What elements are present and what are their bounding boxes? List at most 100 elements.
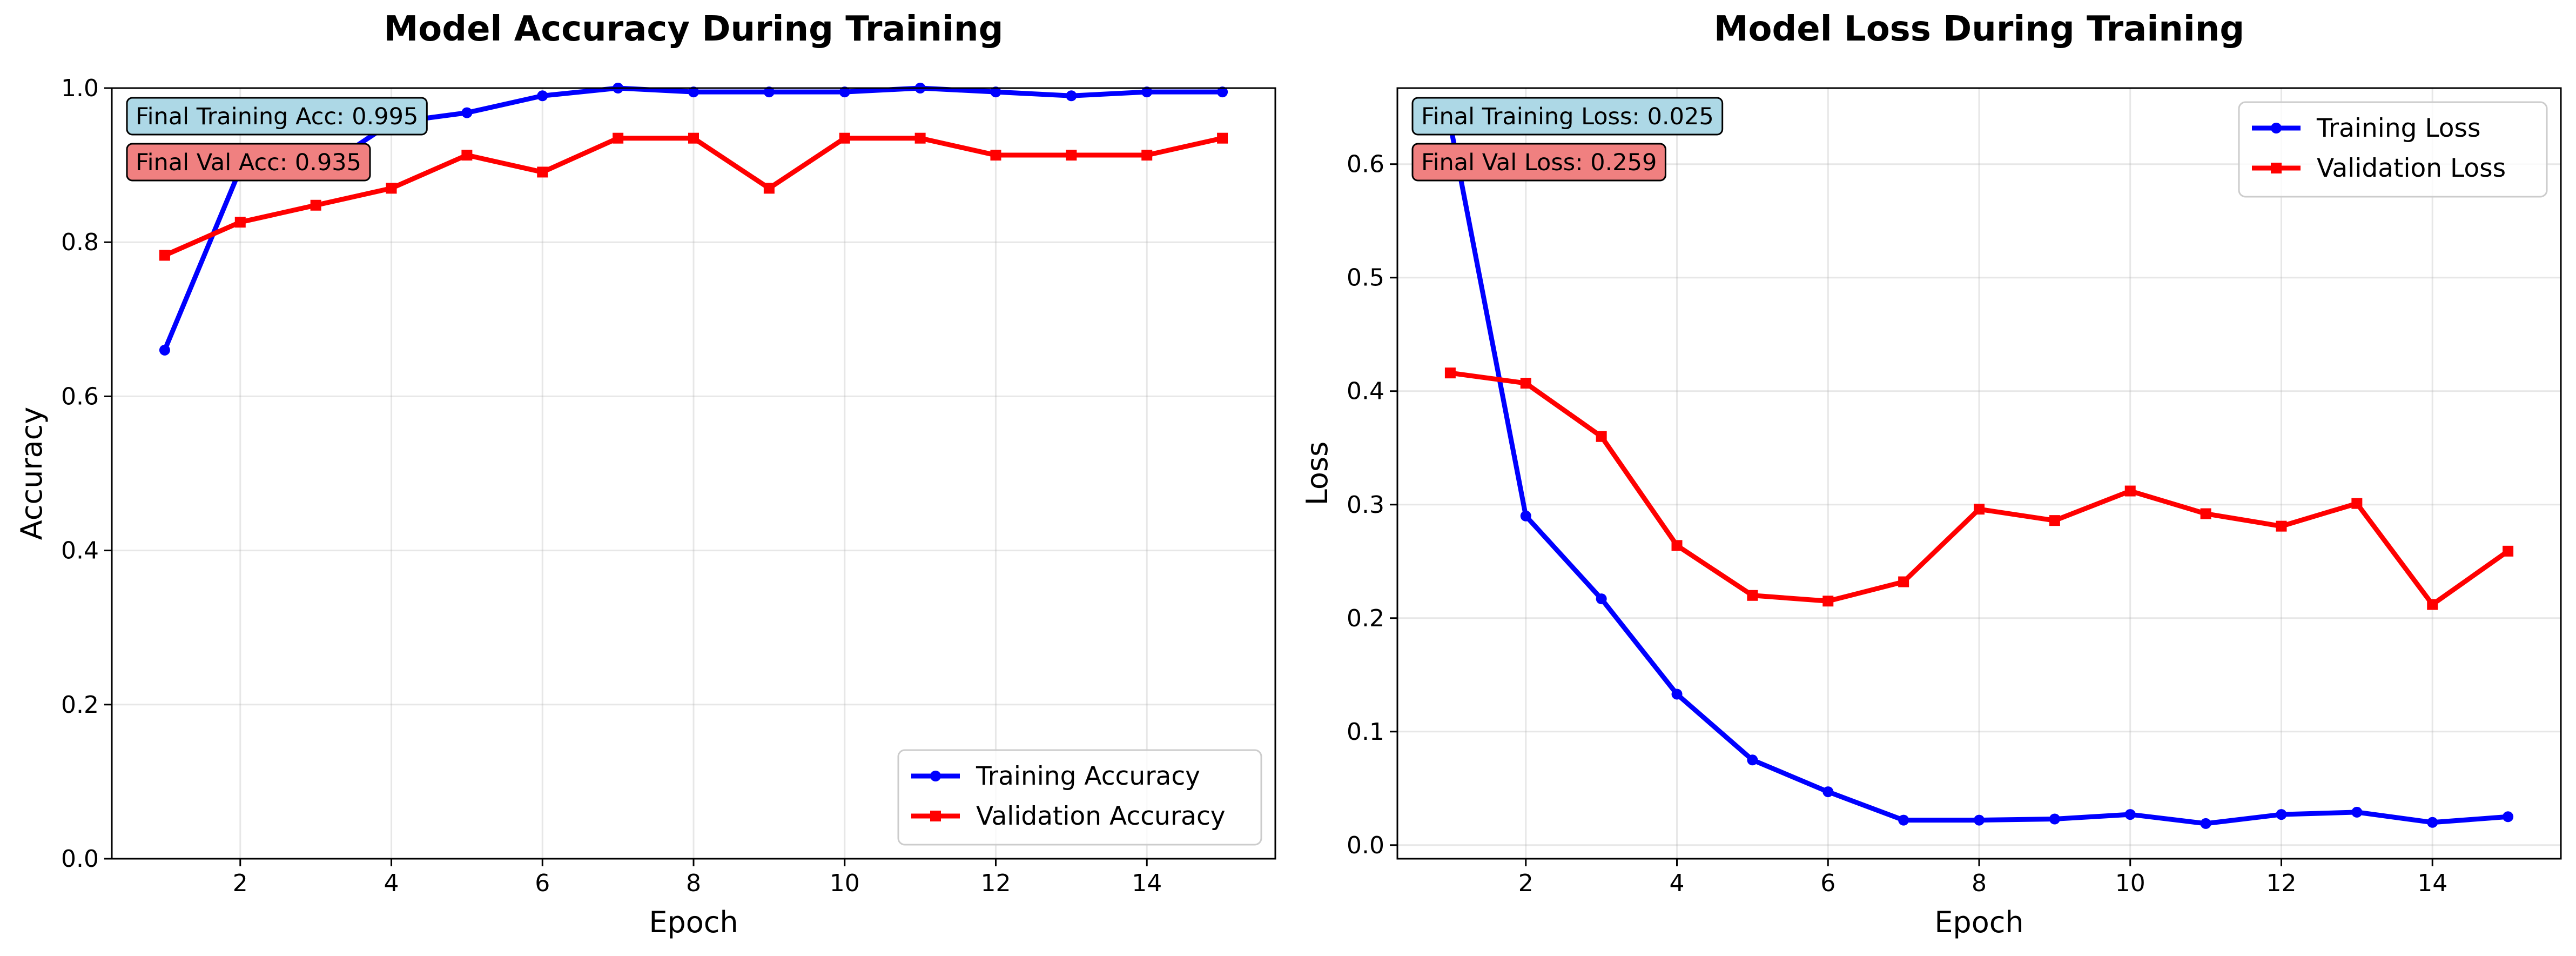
loss-chart: 2 4 6 8 10 12 14 0.0 0.1 0.2 0.3 0.4 0.5 0.6 Final Tra… bbox=[1300, 9, 2562, 939]
annotation-text: Final Training Acc: 0.995 bbox=[136, 103, 418, 130]
data-point bbox=[1217, 132, 1228, 144]
y-tick-label: 0.8 bbox=[61, 229, 99, 256]
y-axis-ticks: 0.0 0.1 0.2 0.3 0.4 0.5 0.6 bbox=[1347, 151, 1397, 859]
legend-label: Training Accuracy bbox=[976, 761, 1200, 791]
annotation-background bbox=[126, 97, 428, 136]
y-tick-label: 0.6 bbox=[1347, 151, 1384, 178]
annotation-background bbox=[1411, 143, 1666, 182]
annotation-box: Final Training Loss: 0.025 bbox=[1411, 97, 1724, 136]
data-point bbox=[386, 183, 397, 194]
x-tick-label: 2 bbox=[233, 870, 248, 897]
annotation-text: Final Val Acc: 0.935 bbox=[136, 149, 361, 176]
data-point bbox=[1217, 86, 1228, 98]
data-point bbox=[2049, 515, 2060, 526]
annotation-background bbox=[126, 143, 371, 182]
data-point bbox=[990, 86, 1001, 98]
x-axis-ticks: 2 4 6 8 10 12 14 bbox=[233, 859, 1162, 897]
data-point bbox=[1747, 754, 1758, 766]
data-point bbox=[1066, 90, 1077, 102]
annotation-text: Final Training Loss: 0.025 bbox=[1421, 103, 1714, 130]
data-point bbox=[990, 150, 1001, 161]
data-point bbox=[688, 86, 699, 98]
y-tick-label: 0.0 bbox=[1347, 832, 1384, 859]
annotation-box: Final Val Acc: 0.935 bbox=[126, 143, 371, 182]
data-point bbox=[1066, 150, 1077, 161]
data-point bbox=[2049, 813, 2060, 825]
data-point bbox=[1671, 540, 1683, 551]
y-tick-label: 1.0 bbox=[61, 75, 99, 102]
data-point bbox=[1898, 576, 1909, 587]
data-point bbox=[2276, 809, 2287, 820]
data-point bbox=[461, 150, 473, 161]
legend-entry: Training Accuracy bbox=[911, 761, 1200, 791]
data-point bbox=[1822, 596, 1834, 607]
data-point bbox=[1671, 688, 1683, 700]
annotation-box: Final Val Loss: 0.259 bbox=[1411, 143, 1666, 182]
data-point bbox=[2427, 817, 2438, 828]
x-tick-label: 2 bbox=[1518, 870, 1534, 897]
data-point bbox=[1747, 590, 1758, 601]
legend-label: Training Loss bbox=[2316, 113, 2480, 143]
x-tick-label: 12 bbox=[2266, 870, 2296, 897]
data-point bbox=[1444, 367, 1456, 379]
y-tick-label: 0.0 bbox=[61, 845, 99, 873]
legend-label: Validation Loss bbox=[2317, 153, 2506, 183]
data-point bbox=[1520, 378, 1531, 389]
data-point bbox=[2427, 599, 2438, 610]
y-axis-label: Loss bbox=[1300, 442, 1334, 505]
annotation-text: Final Val Loss: 0.259 bbox=[1421, 149, 1657, 176]
legend-box bbox=[2238, 101, 2548, 198]
legend-entry: Validation Loss bbox=[2252, 153, 2506, 183]
data-point bbox=[1822, 786, 1834, 798]
data-point bbox=[1596, 593, 1607, 605]
accuracy-chart: 2 4 6 8 10 12 14 0.0 0.2 0.4 0.6 0.8 1.0 Final Traini… bbox=[15, 9, 1276, 939]
x-tick-label: 10 bbox=[830, 870, 860, 897]
data-point bbox=[688, 132, 699, 144]
legend-entry: Training Loss bbox=[2252, 113, 2480, 143]
series-training-loss bbox=[1444, 119, 2514, 829]
data-point bbox=[159, 344, 170, 356]
data-point bbox=[2503, 811, 2514, 823]
data-point bbox=[1898, 814, 1909, 826]
y-tick-label: 0.2 bbox=[61, 691, 99, 719]
data-point bbox=[1974, 504, 1985, 515]
x-axis-ticks: 2 4 6 8 10 12 14 bbox=[1518, 859, 2447, 897]
data-point bbox=[2351, 806, 2363, 818]
x-tick-label: 4 bbox=[384, 870, 399, 897]
gridlines bbox=[1397, 88, 2561, 859]
legend-marker bbox=[930, 811, 941, 821]
legend-box bbox=[897, 749, 1262, 846]
y-tick-label: 0.5 bbox=[1347, 264, 1384, 292]
data-point bbox=[234, 217, 246, 228]
x-tick-label: 10 bbox=[2115, 870, 2145, 897]
data-point bbox=[914, 132, 926, 144]
data-point bbox=[2124, 485, 2136, 497]
chart-title: Model Loss During Training bbox=[1714, 9, 2244, 49]
data-point bbox=[461, 107, 473, 118]
plot-area-frame bbox=[111, 87, 1276, 860]
legend-marker bbox=[930, 771, 941, 781]
series-validation-accuracy bbox=[159, 132, 1228, 261]
data-point bbox=[1141, 150, 1153, 161]
y-tick-label: 0.4 bbox=[61, 537, 99, 565]
y-tick-label: 0.4 bbox=[1347, 378, 1384, 405]
legend: Training Accuracy Validation Accuracy bbox=[897, 749, 1262, 846]
y-axis-ticks: 0.0 0.2 0.4 0.6 0.8 1.0 bbox=[61, 75, 112, 873]
series-validation-loss bbox=[1444, 367, 2514, 610]
plot-area-frame bbox=[1396, 87, 2562, 860]
data-point bbox=[1974, 814, 1985, 826]
legend: Training Loss Validation Loss bbox=[2238, 101, 2548, 198]
annotation-box: Final Training Acc: 0.995 bbox=[126, 97, 428, 136]
data-point bbox=[2351, 498, 2363, 509]
x-tick-label: 6 bbox=[1820, 870, 1835, 897]
data-point bbox=[537, 166, 548, 178]
x-tick-label: 12 bbox=[980, 870, 1011, 897]
data-point bbox=[2503, 545, 2514, 557]
data-point bbox=[2124, 809, 2136, 820]
data-point bbox=[1596, 431, 1607, 442]
x-tick-label: 14 bbox=[1132, 870, 1162, 897]
data-point bbox=[2200, 818, 2211, 829]
data-point bbox=[159, 250, 170, 261]
data-point bbox=[839, 132, 850, 144]
